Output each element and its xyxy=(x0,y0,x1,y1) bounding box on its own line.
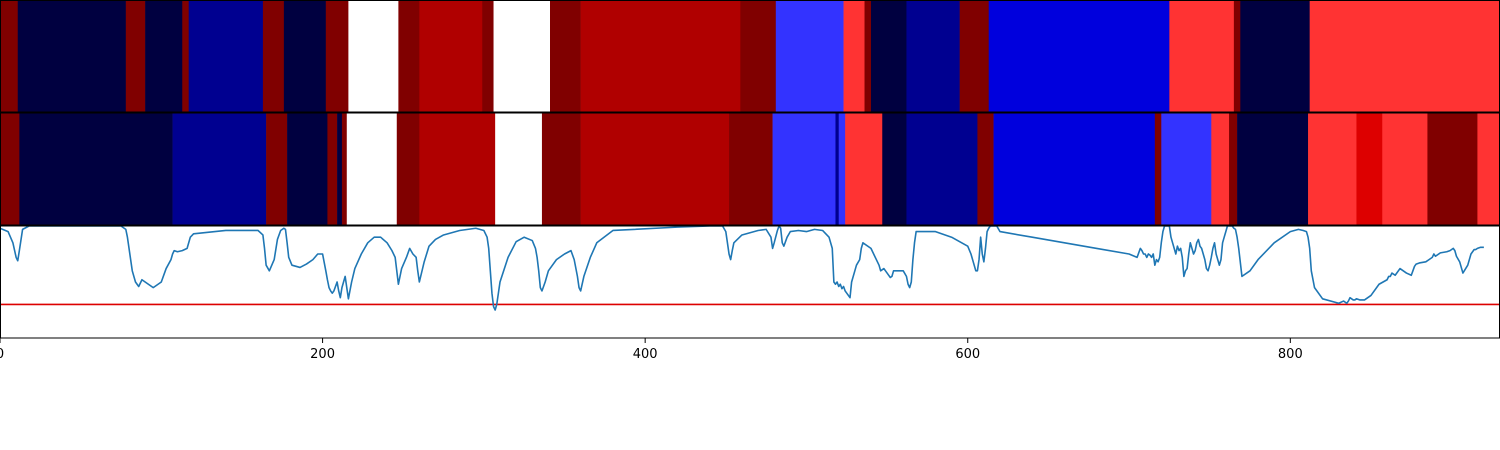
heatmap-segment xyxy=(188,0,264,112)
heatmap-segment xyxy=(283,0,327,112)
heatmap-segment xyxy=(419,0,483,112)
heatmap-segment xyxy=(1211,113,1230,225)
heatmap-segment xyxy=(740,0,777,112)
heatmap-segment xyxy=(182,0,190,112)
x-tick-label: 0 xyxy=(0,347,4,362)
heatmap-segment xyxy=(835,113,840,225)
heatmap-segment xyxy=(772,113,836,225)
heatmap-segment xyxy=(0,113,20,225)
heatmap-segment xyxy=(1240,0,1310,112)
heatmap-row-2 xyxy=(0,113,1500,225)
heatmap-segment xyxy=(988,0,1170,112)
heatmap-segment xyxy=(580,0,741,112)
x-tick-label: 600 xyxy=(955,347,980,362)
heatmap-segment xyxy=(337,113,343,225)
heatmap-segment xyxy=(1229,113,1238,225)
heatmap-segment xyxy=(1154,113,1162,225)
heatmap-segment xyxy=(550,0,581,112)
heatmap-segment xyxy=(493,0,551,112)
x-tick-label: 800 xyxy=(1278,347,1303,362)
heatmap-segment xyxy=(882,113,907,225)
x-axis: 0 200 400 600 800 xyxy=(0,338,1303,362)
line-panel xyxy=(0,225,1500,311)
x-tick-label: 400 xyxy=(633,347,658,362)
heatmap-segment xyxy=(262,0,285,112)
heatmap-segment xyxy=(1161,113,1212,225)
heatmap-segment xyxy=(327,113,338,225)
heatmap-segment xyxy=(906,113,978,225)
heatmap-segment xyxy=(906,0,960,112)
heatmap-segment xyxy=(398,0,420,112)
heatmap-segment xyxy=(19,113,173,225)
heatmap-segment xyxy=(287,113,328,225)
heatmap-segment xyxy=(419,113,496,225)
heatmap-segment xyxy=(348,0,399,112)
heatmap-segment xyxy=(325,0,349,112)
series-line xyxy=(0,225,1484,311)
heatmap-segment xyxy=(396,113,420,225)
heatmap-segment xyxy=(1309,0,1500,112)
heatmap-row-1 xyxy=(0,0,1500,112)
heatmap-segment xyxy=(993,113,1156,225)
heatmap-segment xyxy=(17,0,127,112)
heatmap-segment xyxy=(1382,113,1428,225)
heatmap-segment xyxy=(959,0,990,112)
heatmap-segment xyxy=(1308,113,1357,225)
heatmap-segment xyxy=(870,0,907,112)
heatmap-segment xyxy=(1477,113,1500,225)
heatmap-segment xyxy=(977,113,994,225)
heatmap-segment xyxy=(1233,0,1241,112)
heatmap-segment xyxy=(580,113,730,225)
x-tick-label: 200 xyxy=(310,347,335,362)
heatmap-segment xyxy=(1169,0,1235,112)
heatmap-segment xyxy=(838,113,846,225)
heatmap-segment xyxy=(0,0,19,112)
heatmap-segment xyxy=(541,113,581,225)
heatmap-segment xyxy=(346,113,398,225)
heatmap-segment xyxy=(729,113,773,225)
heatmap-segment xyxy=(145,0,183,112)
heatmap-segment xyxy=(341,113,348,225)
heatmap-segment xyxy=(843,0,865,112)
heatmap-segment xyxy=(495,113,543,225)
heatmap-segment xyxy=(1356,113,1383,225)
heatmap-segment xyxy=(845,113,883,225)
heatmap-segment xyxy=(775,0,844,112)
heatmap-segment xyxy=(172,113,267,225)
heatmap-segment xyxy=(125,0,146,112)
heatmap-segment xyxy=(1237,113,1309,225)
heatmap-segment xyxy=(266,113,288,225)
heatmap-segment xyxy=(1427,113,1478,225)
heatmap-segment xyxy=(864,0,872,112)
heatmap-segment xyxy=(482,0,494,112)
